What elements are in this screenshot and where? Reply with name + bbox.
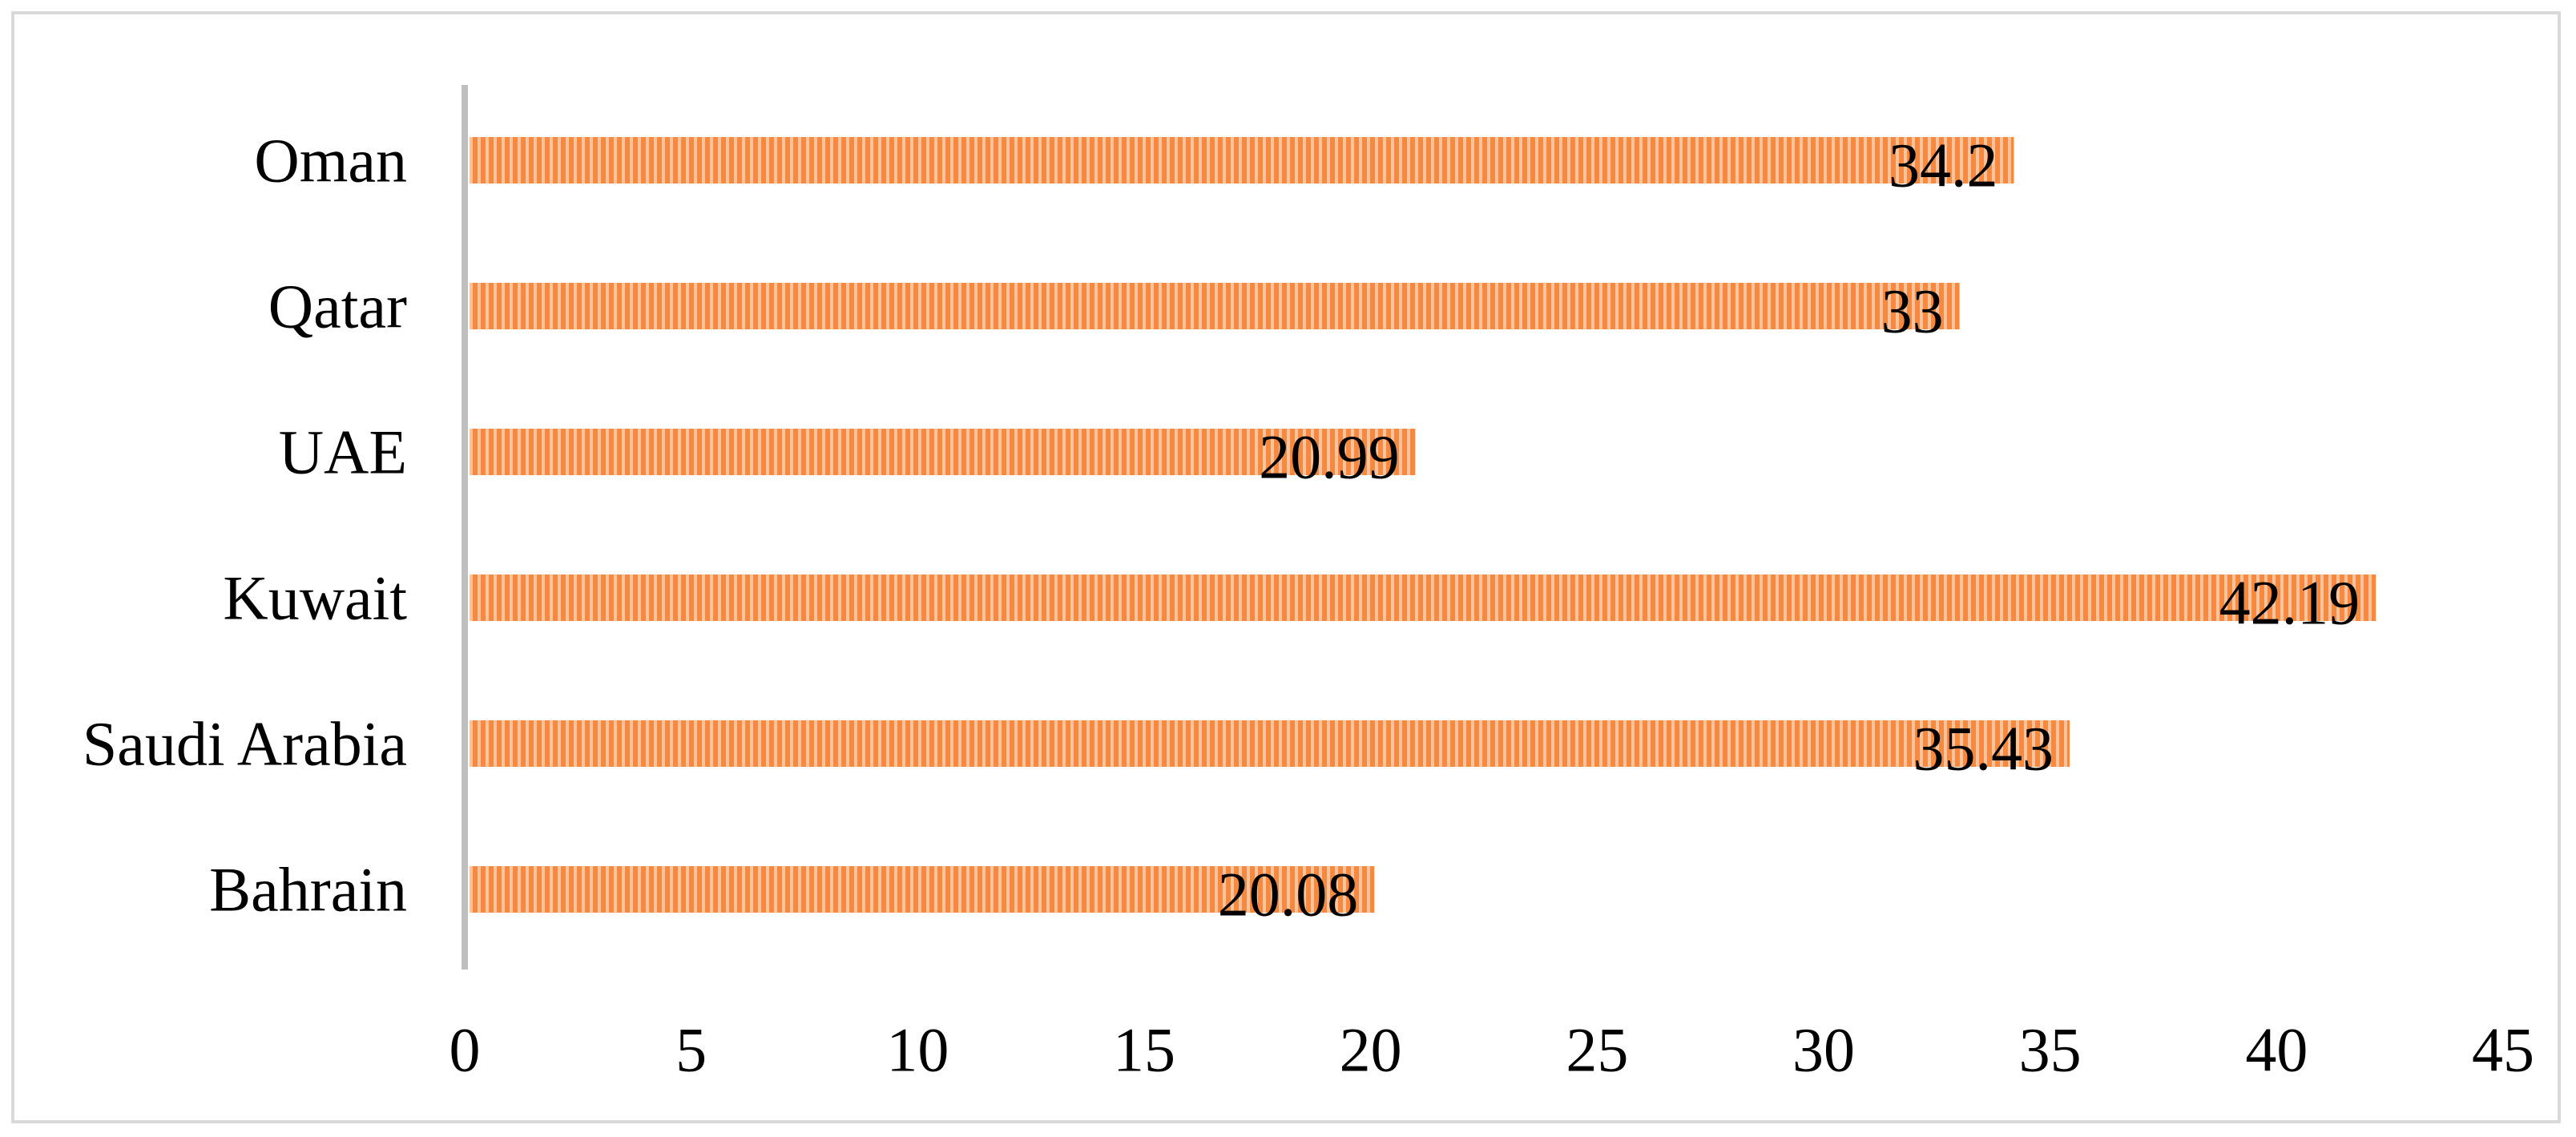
x-tick-label: 20 (1340, 1015, 1402, 1085)
data-label: 35.43 (1913, 714, 2054, 784)
bar-saudi-arabia (470, 720, 2070, 767)
x-axis-tick-labels: 0 5 10 15 20 25 30 35 40 45 (449, 1015, 2535, 1085)
category-label: UAE (279, 417, 407, 487)
data-label: 34.2 (1889, 131, 1998, 200)
category-label: Qatar (268, 272, 407, 341)
data-label: 20.08 (1218, 860, 1359, 929)
bar-bahrain (470, 866, 1375, 913)
data-label: 20.99 (1259, 422, 1400, 492)
data-label: 33 (1881, 276, 1944, 346)
x-tick-label: 30 (1792, 1015, 1855, 1085)
bar-qatar (470, 283, 1960, 329)
data-labels: 34.2 33 20.99 42.19 35.43 20.08 (1218, 131, 2360, 929)
x-tick-label: 5 (675, 1015, 707, 1085)
x-tick-label: 10 (886, 1015, 949, 1085)
x-tick-label: 15 (1113, 1015, 1175, 1085)
bar-oman (470, 137, 2014, 183)
x-tick-label: 45 (2472, 1015, 2534, 1085)
x-tick-label: 25 (1566, 1015, 1628, 1085)
category-label: Saudi Arabia (83, 709, 407, 779)
category-labels: Oman Qatar UAE Kuwait Saudi Arabia Bahrain (83, 126, 407, 925)
category-label: Oman (254, 126, 407, 196)
category-label: Bahrain (209, 855, 407, 925)
bars-layer (470, 137, 2376, 913)
bar-uae (470, 429, 1416, 475)
x-tick-label: 35 (2019, 1015, 2082, 1085)
chart-frame (11, 11, 2561, 1123)
category-label: Kuwait (223, 563, 407, 633)
bar-kuwait (470, 575, 2376, 621)
x-tick-label: 0 (449, 1015, 481, 1085)
data-label: 42.19 (2219, 568, 2360, 638)
x-tick-label: 40 (2245, 1015, 2308, 1085)
